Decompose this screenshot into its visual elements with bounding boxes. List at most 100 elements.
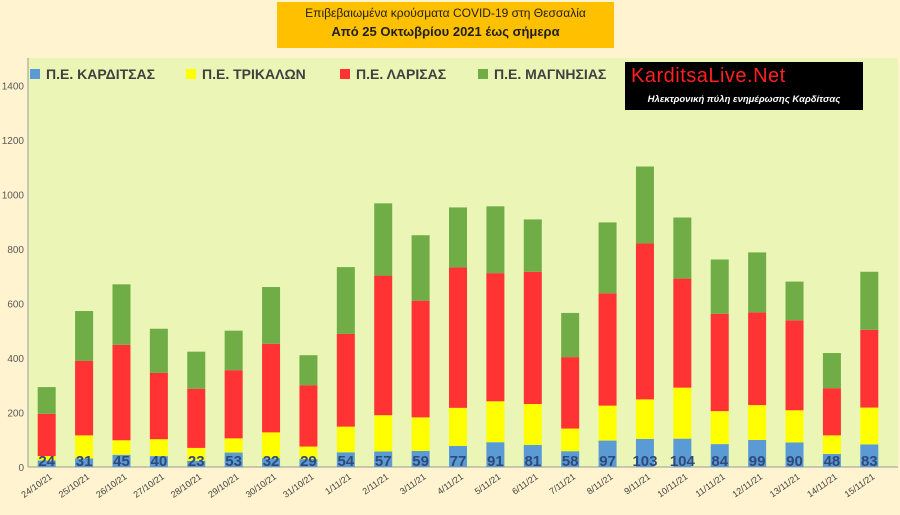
x-tick-label: 24/10/21 — [19, 471, 53, 499]
bar-segment-3 — [262, 343, 281, 433]
x-tick-label: 15/11/21 — [843, 471, 877, 499]
bar-segment-1 — [523, 444, 542, 467]
bar-segment-2 — [374, 415, 393, 452]
data-label: 29 — [300, 453, 317, 470]
bar-segment-2 — [822, 435, 841, 454]
bar-segment-4 — [336, 267, 355, 334]
bar-segment-4 — [149, 328, 168, 373]
bar-segment-1 — [336, 452, 355, 467]
bar-segment-2 — [187, 447, 206, 461]
x-tick-label: 5/11/21 — [473, 471, 503, 496]
bar-segment-3 — [224, 370, 243, 439]
x-tick-label: 1/11/21 — [323, 471, 353, 496]
bar-segment-1 — [449, 446, 467, 467]
legend-swatch-karditsa — [30, 69, 40, 79]
bar-segment-2 — [336, 426, 355, 453]
bar-segment-1 — [262, 458, 281, 467]
bar-segment-1 — [411, 450, 430, 467]
legend-swatch-trikala — [186, 69, 196, 79]
x-tick-label: 25/10/21 — [57, 471, 91, 499]
x-tick-label: 10/11/21 — [656, 471, 690, 499]
data-label: 84 — [711, 453, 728, 470]
data-label: 48 — [824, 453, 841, 470]
bar-segment-1 — [149, 456, 168, 467]
data-label: 103 — [632, 453, 657, 470]
data-label: 83 — [861, 453, 878, 470]
legend-label-trikala: Π.Ε. ΤΡΙΚΑΛΩΝ — [202, 66, 306, 82]
bar-segment-2 — [486, 401, 505, 443]
bar-segment-3 — [635, 243, 654, 400]
bar-segment-1 — [785, 442, 804, 467]
x-tick-label: 14/11/21 — [805, 471, 839, 499]
bar-segment-2 — [224, 438, 243, 453]
bar-segment-2 — [262, 432, 281, 459]
legend-item-magnisia: Π.Ε. ΜΑΓΝΗΣΙΑΣ — [478, 66, 606, 84]
bar-segment-4 — [299, 355, 318, 386]
bar-segment-3 — [598, 293, 617, 406]
chart-subtitle: Από 25 Οκτωβρίου 2021 έως σήμερα — [331, 24, 560, 39]
bar-segment-2 — [411, 417, 430, 451]
y-tick-label: 800 — [7, 245, 24, 256]
bar-segment-4 — [635, 166, 654, 244]
x-tick-label: 11/11/21 — [694, 471, 727, 499]
y-tick-label: 200 — [7, 408, 24, 419]
bar-segment-3 — [187, 388, 206, 448]
bar-segment-4 — [262, 287, 281, 344]
bar-segment-3 — [374, 275, 393, 416]
bar-segment-2 — [561, 428, 580, 452]
bar-segment-1 — [635, 438, 654, 467]
bar-segment-1 — [75, 458, 94, 467]
bar-segment-1 — [561, 451, 580, 467]
bar-segment-1 — [299, 459, 318, 467]
bar-segment-1 — [187, 460, 206, 467]
brand-logo: KarditsaLive.Net Ηλεκτρονική πύλη ενημέρ… — [625, 62, 863, 110]
bar-segment-3 — [673, 278, 692, 388]
bar-segment-4 — [748, 252, 767, 313]
x-tick-label: 7/11/21 — [548, 471, 578, 496]
data-label: 45 — [113, 453, 130, 470]
bar-segment-1 — [37, 460, 56, 467]
brand-tagline: Ηλεκτρονική πύλη ενημέρωσης Καρδίτσας — [647, 94, 841, 105]
x-tick-label: 8/11/21 — [585, 471, 615, 496]
data-label: 77 — [450, 453, 467, 470]
data-label: 57 — [375, 453, 392, 470]
y-tick-label: 600 — [7, 299, 24, 310]
bar-segment-2 — [748, 405, 767, 441]
legend-item-trikala: Π.Ε. ΤΡΙΚΑΛΩΝ — [186, 66, 306, 84]
bar-segment-4 — [822, 353, 841, 389]
bar-segment-4 — [374, 203, 393, 276]
bar-segment-3 — [149, 372, 168, 440]
bar-segment-4 — [449, 207, 467, 268]
data-label: 104 — [670, 453, 696, 470]
bar-segment-4 — [523, 219, 542, 272]
bar-segment-1 — [598, 440, 617, 467]
y-tick-label: 400 — [7, 354, 24, 365]
bar-segment-1 — [224, 452, 243, 467]
bar-segment-3 — [75, 360, 94, 436]
data-label: 58 — [562, 453, 579, 470]
bar-segment-4 — [411, 235, 430, 301]
bar-segment-4 — [75, 311, 94, 361]
bar-segment-2 — [860, 407, 879, 445]
data-label: 81 — [524, 453, 541, 470]
x-tick-label: 4/11/21 — [435, 471, 465, 496]
bar-segment-4 — [37, 387, 56, 414]
x-tick-label: 13/11/21 — [768, 471, 802, 499]
bar-segment-2 — [523, 404, 542, 445]
bar-segment-1 — [673, 438, 692, 467]
bar-segment-2 — [673, 387, 692, 439]
y-tick-label: 1200 — [2, 136, 25, 147]
data-label: 97 — [599, 453, 616, 470]
data-label: 91 — [487, 453, 504, 470]
bar-segment-1 — [748, 440, 767, 467]
bar-segment-3 — [860, 329, 879, 408]
legend-swatch-magnisia — [478, 69, 488, 79]
data-label: 53 — [225, 453, 242, 470]
bar-segment-1 — [860, 444, 879, 467]
data-label: 23 — [188, 453, 205, 470]
bar-segment-3 — [785, 320, 804, 411]
data-label: 31 — [76, 453, 93, 470]
data-label: 90 — [786, 453, 803, 470]
bar-segment-4 — [112, 284, 131, 345]
